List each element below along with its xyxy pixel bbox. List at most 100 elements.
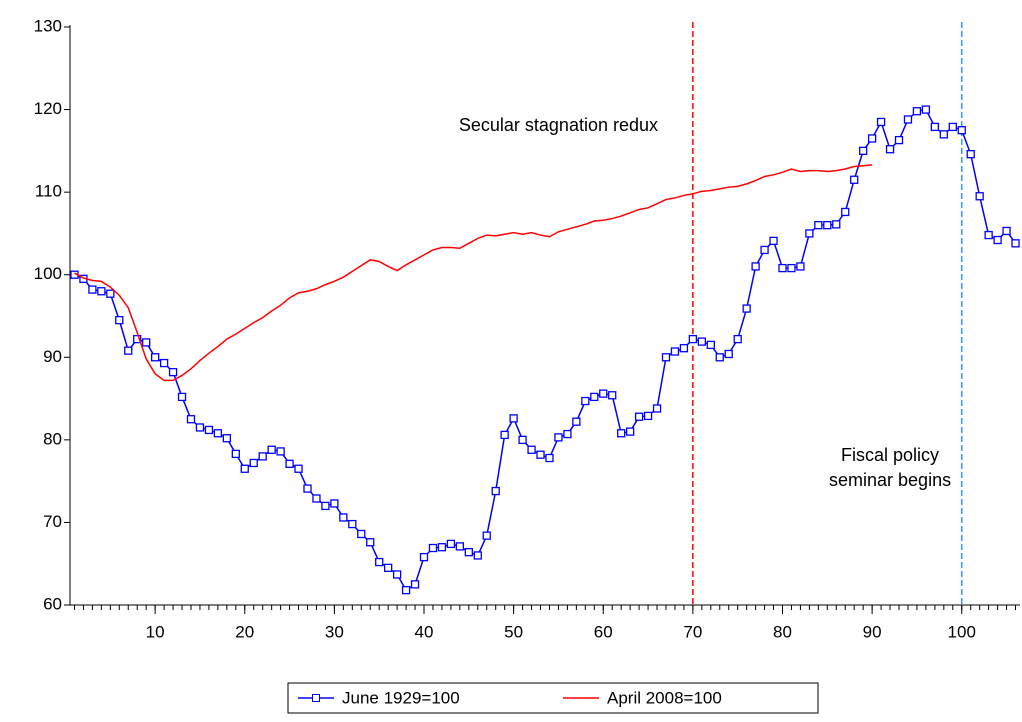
point <box>590 392 599 402</box>
point <box>258 452 267 461</box>
point <box>634 412 644 421</box>
point <box>106 289 115 298</box>
point <box>249 458 258 468</box>
point <box>186 415 196 424</box>
annotation: seminar begins <box>829 470 951 490</box>
point <box>706 340 715 350</box>
point <box>195 423 205 432</box>
point <box>814 221 823 230</box>
point <box>679 344 689 353</box>
point <box>473 551 482 560</box>
point <box>446 539 456 549</box>
point <box>715 353 724 362</box>
point <box>267 445 276 454</box>
point <box>769 236 778 246</box>
legend-label: June 1929=100 <box>342 688 460 707</box>
point <box>554 433 563 442</box>
point <box>697 337 706 346</box>
point <box>384 563 393 572</box>
point <box>437 543 447 552</box>
point <box>724 349 733 359</box>
x-tick-label: 20 <box>235 622 254 641</box>
point <box>168 367 178 377</box>
point <box>823 221 832 230</box>
y-tick-label: 110 <box>35 182 62 201</box>
point <box>581 396 590 406</box>
x-tick-label: 40 <box>415 622 434 641</box>
series-line <box>74 108 1017 592</box>
y-tick-label: 60 <box>43 594 62 613</box>
point <box>688 334 698 344</box>
point <box>150 353 160 362</box>
point <box>375 557 384 567</box>
point <box>482 531 491 540</box>
point <box>903 115 913 124</box>
point <box>1011 239 1020 248</box>
x-tick-label: 30 <box>325 622 344 641</box>
point <box>608 391 617 400</box>
point <box>231 449 240 459</box>
point <box>276 447 285 456</box>
point <box>177 392 187 402</box>
x-tick-label: 80 <box>773 622 792 641</box>
point <box>142 338 151 347</box>
point <box>670 347 680 356</box>
point <box>572 417 581 426</box>
point <box>222 434 231 443</box>
point <box>832 220 841 229</box>
point <box>491 486 500 496</box>
point <box>366 538 375 547</box>
point <box>563 429 572 439</box>
point <box>348 519 357 529</box>
point <box>330 499 339 508</box>
point <box>115 315 124 325</box>
point <box>88 285 97 294</box>
point <box>966 150 975 159</box>
point <box>661 353 671 362</box>
point <box>850 175 859 184</box>
x-tick-label: 100 <box>948 622 976 641</box>
point <box>464 548 473 557</box>
point <box>312 494 321 503</box>
annotation: Secular stagnation redux <box>459 115 658 135</box>
point <box>643 411 653 421</box>
point <box>419 552 429 562</box>
point <box>204 425 214 435</box>
point <box>787 263 796 273</box>
y-tick-label: 120 <box>34 99 62 118</box>
point <box>133 334 142 344</box>
point <box>885 145 895 154</box>
legend-box <box>287 682 819 714</box>
point <box>859 146 868 156</box>
y-tick-label: 70 <box>43 512 62 531</box>
point <box>1002 226 1011 236</box>
point <box>778 263 787 273</box>
point <box>428 543 438 553</box>
point <box>652 404 662 413</box>
legend-label: April 2008=100 <box>607 688 722 707</box>
point <box>527 445 536 454</box>
y-tick-label: 90 <box>43 347 62 366</box>
y-tick-label: 100 <box>34 264 62 283</box>
point <box>751 262 760 271</box>
point <box>536 450 545 459</box>
point <box>392 570 402 579</box>
point <box>509 414 518 423</box>
point <box>912 107 922 116</box>
point <box>841 207 850 217</box>
point <box>213 429 223 438</box>
y-tick-label: 130 <box>34 16 62 35</box>
point <box>240 464 249 473</box>
point <box>294 464 303 473</box>
point <box>876 117 886 127</box>
point <box>599 389 608 398</box>
point <box>357 529 366 539</box>
point <box>921 105 931 114</box>
point <box>545 453 554 463</box>
point <box>948 122 957 132</box>
annotation: Fiscal policy <box>841 445 939 465</box>
point <box>930 122 940 132</box>
point <box>796 262 805 271</box>
legend-marker <box>312 694 320 702</box>
